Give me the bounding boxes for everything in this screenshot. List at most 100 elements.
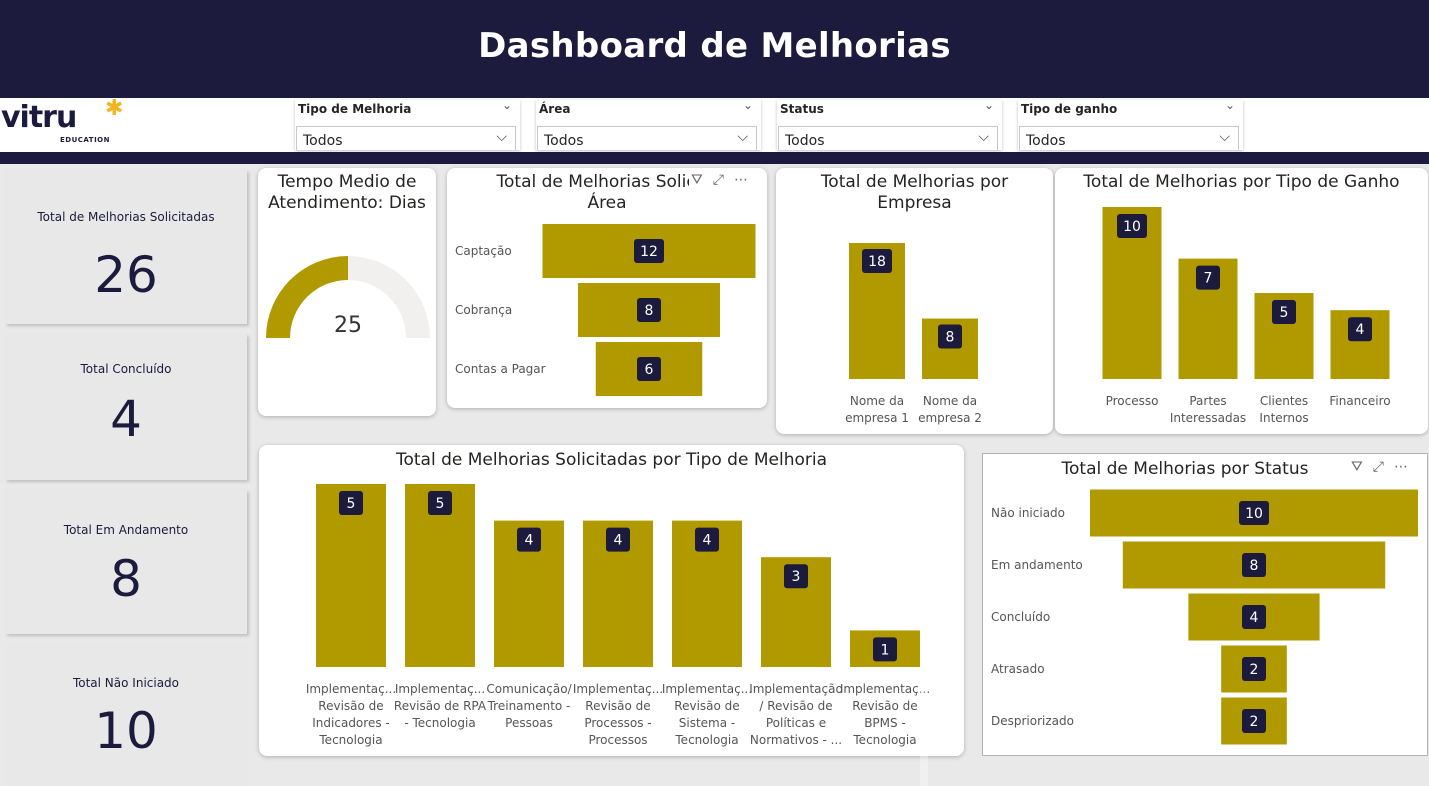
ganho-data-label: 10	[1123, 219, 1141, 235]
tipo-category-label: Revisão de	[585, 699, 650, 713]
logo-text: vitru	[1, 100, 77, 135]
tipo-chart-title: Total de Melhorias Solicitadas por Tipo …	[395, 450, 827, 470]
ganho-category-label: Internos	[1259, 411, 1308, 425]
empresa-bar-chart: 18 Nome da empresa 1 8 Nome da empresa 2	[845, 243, 982, 425]
chevron-down-icon[interactable]: ⌄	[983, 98, 994, 112]
status-chart-title: Total de Melhorias por Status	[1061, 459, 1309, 479]
filter-icon[interactable]: ⛛	[691, 172, 703, 188]
tipo-data-label-bg	[339, 491, 363, 515]
slicer-value: Todos	[544, 133, 584, 149]
status-data-label-bg	[1242, 657, 1266, 681]
slicer-status[interactable]: Status ⌄ Todos ⌵	[777, 98, 1002, 150]
chevron-down-icon[interactable]: ⌵	[496, 129, 507, 145]
ganho-category-label: Interessadas	[1170, 411, 1246, 425]
ganho-chart-title: Total de Melhorias por Tipo de Ganho	[1083, 172, 1400, 192]
slicer-label: Status	[780, 102, 824, 116]
area-chart-title-part1: Total de Melhorias Solicita	[496, 172, 718, 192]
empresa-category-label: empresa 2	[918, 411, 982, 425]
vitru-logo: vitru ✱ EDUCATION	[0, 96, 142, 148]
tipo-melhoria-bar-chart: 5 Implementaç... Revisão de Indicadores - Te…	[306, 484, 930, 747]
tipo-category-label: Processos -	[584, 716, 651, 730]
chevron-down-icon[interactable]: ⌵	[737, 129, 748, 145]
slicer-value: Todos	[1026, 133, 1066, 149]
tipo-category-label: Tecnologia	[318, 733, 382, 747]
tipo-data-label: 4	[614, 533, 623, 549]
ganho-category-label: Partes	[1189, 394, 1226, 408]
tipo-category-label: Processos	[588, 733, 647, 747]
status-category-label: Despriorizado	[991, 714, 1074, 728]
kpi-label: Total Não Iniciado	[72, 676, 180, 690]
status-category-label: Em andamento	[991, 558, 1083, 572]
slicer-value: Todos	[785, 133, 825, 149]
tipo-category-label: Políticas e	[766, 716, 826, 730]
empresa-category-label: Nome da	[850, 394, 904, 408]
focus-mode-icon[interactable]: ⤢	[712, 172, 724, 188]
ganho-bar-chart: 10 Processo 7 Partes Interessadas 5 Clientes In…	[1102, 207, 1391, 425]
slicer-dropdown[interactable]: Todos ⌵	[1019, 126, 1239, 150]
gauge-card: Tempo Medio de Atendimento: Dias 25	[258, 168, 436, 416]
status-data-label: 2	[1250, 662, 1259, 678]
chevron-down-icon[interactable]: ⌄	[1224, 98, 1235, 112]
logo-subtitle: EDUCATION	[60, 136, 110, 144]
more-options-icon[interactable]: ⋯	[733, 172, 748, 188]
slicer-label: Tipo de ganho	[1021, 102, 1118, 116]
more-options-icon[interactable]: ⋯	[1393, 459, 1408, 475]
area-data-label: 12	[640, 244, 658, 260]
filter-icon[interactable]: ⛛	[1351, 459, 1363, 475]
empresa-data-label-bg	[862, 249, 892, 273]
tipo-category-label: Implementaç...	[840, 682, 930, 696]
tipo-data-label: 1	[881, 642, 890, 658]
ganho-data-label-bg	[1117, 214, 1147, 238]
tipo-category-label: Implementaç...	[395, 682, 485, 696]
tipo-category-label: - Tecnologia	[404, 716, 475, 730]
area-chart-card: Total de Melhorias Solicita Área ⛛ ⤢ ⋯ C…	[447, 168, 767, 408]
slicer-tipo-ganho[interactable]: Tipo de ganho ⌄ Todos ⌵	[1018, 98, 1243, 150]
status-data-label-bg	[1242, 605, 1266, 629]
tipo-data-label-bg	[784, 564, 808, 589]
kpi-value: 4	[110, 390, 142, 448]
tipo-category-label: Sistema -	[679, 716, 735, 730]
status-data-label-bg	[1242, 709, 1266, 733]
tipo-category-label: Tecnologia	[674, 733, 738, 747]
area-category-label: Captação	[455, 244, 512, 258]
tipo-category-label: Tecnologia	[852, 733, 916, 747]
chevron-down-icon[interactable]: ⌄	[742, 98, 753, 112]
focus-mode-icon[interactable]: ⤢	[1372, 459, 1384, 475]
ganho-category-label: Financeiro	[1329, 394, 1390, 408]
logo-star-icon: ✱	[105, 96, 124, 121]
tipo-category-label: Normativos - ...	[750, 733, 842, 747]
ganho-data-label: 5	[1280, 305, 1289, 321]
kpi-label: Total Em Andamento	[63, 523, 189, 537]
overlay-artifact	[920, 508, 928, 786]
visual-header-icons: ⛛ ⤢ ⋯	[1351, 459, 1408, 475]
slicer-dropdown[interactable]: Todos ⌵	[296, 126, 516, 150]
gauge-title: Tempo Medio de Atendimento: Dias	[268, 172, 426, 213]
status-data-label-bg	[1239, 501, 1269, 525]
kpi-label: Total Concluído	[80, 362, 172, 376]
tipo-category-label: Implementaç...	[306, 682, 396, 696]
filter-bar-divider	[0, 152, 1429, 164]
tipo-category-label: Treinamento -	[487, 699, 571, 713]
status-funnel-chart: Não iniciado 10 Em andamento 8 Concluído 4 Atr…	[991, 489, 1418, 745]
area-funnel-chart: Captação 12 Cobrança 8 Contas a Pagar 6	[455, 224, 756, 396]
tipo-category-label: / Revisão de	[759, 699, 832, 713]
chevron-down-icon[interactable]: ⌵	[978, 129, 989, 145]
status-category-label: Concluído	[991, 610, 1050, 624]
slicer-dropdown[interactable]: Todos ⌵	[537, 126, 757, 150]
tipo-data-label: 4	[525, 533, 534, 549]
chevron-down-icon[interactable]: ⌄	[501, 98, 512, 112]
status-data-label: 4	[1250, 610, 1259, 626]
empresa-data-label: 8	[946, 330, 955, 346]
chevron-down-icon[interactable]: ⌵	[1219, 129, 1230, 145]
slicer-area[interactable]: Área ⌄ Todos ⌵	[536, 98, 761, 150]
tipo-category-label: Pessoas	[505, 716, 553, 730]
gauge-chart: 25	[266, 256, 430, 338]
tipo-data-label: 3	[792, 569, 801, 585]
slicer-label: Área	[539, 102, 571, 116]
tipo-data-label-bg	[606, 527, 630, 552]
area-data-label-bg	[637, 357, 661, 381]
status-chart-card[interactable]: Total de Melhorias por Status ⛛ ⤢ ⋯ Não …	[982, 453, 1428, 756]
slicer-dropdown[interactable]: Todos ⌵	[778, 126, 998, 150]
ganho-category-label: Clientes	[1260, 394, 1308, 408]
slicer-tipo-melhoria[interactable]: Tipo de Melhoria ⌄ Todos ⌵	[295, 98, 520, 150]
